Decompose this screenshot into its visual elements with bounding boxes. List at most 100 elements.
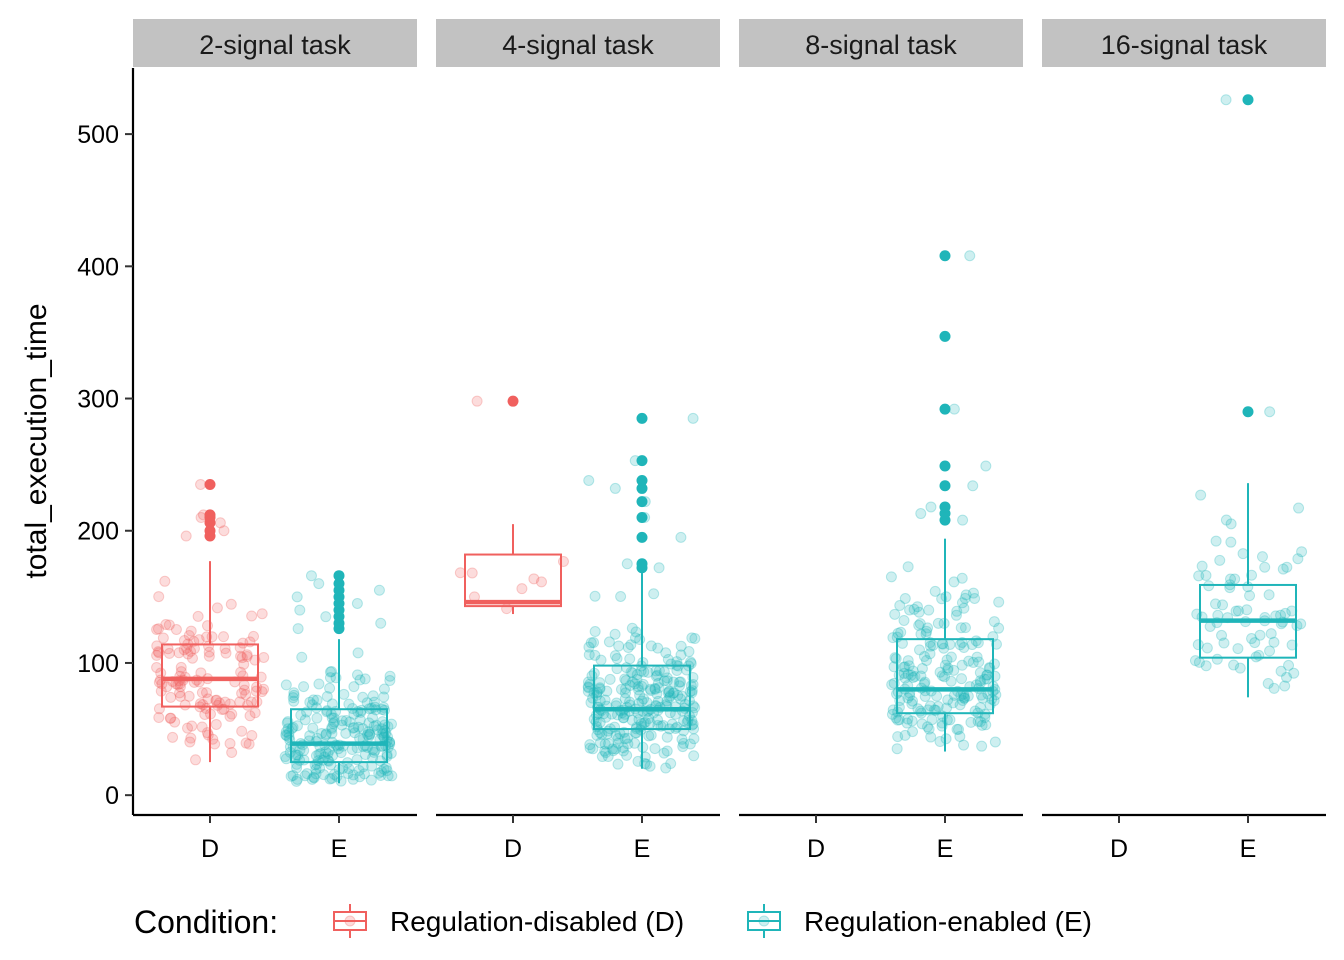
data-point bbox=[934, 666, 946, 678]
data-point bbox=[649, 683, 661, 695]
data-point bbox=[915, 670, 927, 682]
data-point bbox=[902, 655, 914, 667]
data-point bbox=[314, 762, 326, 774]
data-point bbox=[924, 648, 936, 660]
data-point bbox=[907, 672, 919, 684]
data-point bbox=[622, 732, 634, 744]
data-point bbox=[1288, 667, 1300, 679]
data-point bbox=[651, 688, 663, 700]
data-point bbox=[535, 576, 547, 588]
data-point bbox=[1256, 551, 1268, 563]
data-point bbox=[358, 768, 370, 780]
data-point bbox=[306, 773, 318, 785]
data-point bbox=[600, 747, 612, 759]
data-point bbox=[196, 721, 208, 733]
data-point bbox=[677, 741, 689, 753]
data-point bbox=[155, 667, 167, 679]
data-point bbox=[226, 746, 238, 758]
data-point bbox=[213, 697, 225, 709]
data-point bbox=[382, 770, 394, 782]
data-point bbox=[246, 730, 258, 742]
data-point bbox=[160, 619, 172, 631]
data-point bbox=[301, 768, 313, 780]
outlier-point bbox=[1242, 406, 1254, 418]
data-point bbox=[346, 744, 358, 756]
data-point bbox=[658, 747, 670, 759]
data-point bbox=[347, 722, 359, 734]
data-point bbox=[288, 687, 300, 699]
data-point bbox=[652, 695, 664, 707]
data-point bbox=[609, 482, 621, 494]
data-point bbox=[594, 695, 606, 707]
outlier-point bbox=[204, 525, 216, 537]
data-point bbox=[320, 746, 332, 758]
data-point bbox=[1220, 94, 1232, 106]
data-point bbox=[594, 737, 606, 749]
data-point bbox=[1228, 659, 1240, 671]
data-point bbox=[652, 677, 664, 689]
data-point bbox=[214, 517, 226, 529]
data-point bbox=[1263, 589, 1275, 601]
data-point bbox=[371, 724, 383, 736]
data-point bbox=[375, 769, 387, 781]
data-point bbox=[956, 572, 968, 584]
data-point bbox=[316, 727, 328, 739]
data-point bbox=[948, 403, 960, 415]
data-point bbox=[1244, 590, 1256, 602]
data-point bbox=[340, 714, 352, 726]
data-point bbox=[471, 395, 483, 407]
data-point bbox=[310, 763, 322, 775]
data-point bbox=[1279, 680, 1291, 692]
data-point bbox=[175, 661, 187, 673]
data-point bbox=[288, 695, 300, 707]
data-point bbox=[287, 692, 299, 704]
outlier-point bbox=[636, 531, 648, 543]
data-point bbox=[368, 696, 380, 708]
panel-title: 16-signal task bbox=[1101, 30, 1268, 60]
data-point bbox=[683, 646, 695, 658]
data-point bbox=[1225, 536, 1237, 548]
data-point bbox=[974, 702, 986, 714]
data-point bbox=[365, 774, 377, 786]
data-point bbox=[601, 685, 613, 697]
data-point bbox=[362, 726, 374, 738]
data-point bbox=[370, 719, 382, 731]
data-point bbox=[665, 758, 677, 770]
data-point bbox=[337, 762, 349, 774]
data-point bbox=[326, 727, 338, 739]
data-point bbox=[908, 603, 920, 615]
data-point bbox=[663, 685, 675, 697]
data-point bbox=[648, 588, 660, 600]
data-point bbox=[625, 639, 637, 651]
data-point bbox=[351, 669, 363, 681]
outlier-point bbox=[939, 250, 951, 262]
data-point bbox=[986, 693, 998, 705]
data-point bbox=[203, 640, 215, 652]
data-point bbox=[250, 685, 262, 697]
data-point bbox=[653, 562, 665, 574]
data-point bbox=[956, 659, 968, 671]
data-point bbox=[178, 635, 190, 647]
data-point bbox=[993, 622, 1005, 634]
data-point bbox=[163, 647, 175, 659]
data-point bbox=[612, 733, 624, 745]
data-point bbox=[1225, 573, 1237, 585]
data-point bbox=[348, 721, 360, 733]
x-tick-label: E bbox=[937, 835, 954, 863]
legend-item: Regulation-disabled (D) bbox=[333, 904, 684, 938]
data-point bbox=[898, 614, 910, 626]
data-point bbox=[957, 694, 969, 706]
data-point bbox=[361, 697, 373, 709]
legend-item: Regulation-enabled (E) bbox=[747, 904, 1092, 938]
data-point bbox=[251, 696, 263, 708]
data-point bbox=[152, 623, 164, 635]
data-point bbox=[196, 687, 208, 699]
data-point bbox=[951, 723, 963, 735]
data-point bbox=[907, 665, 919, 677]
data-point bbox=[364, 729, 376, 741]
data-point bbox=[909, 671, 921, 683]
data-point bbox=[1268, 682, 1280, 694]
outlier-point bbox=[333, 570, 345, 582]
data-point bbox=[596, 751, 608, 763]
